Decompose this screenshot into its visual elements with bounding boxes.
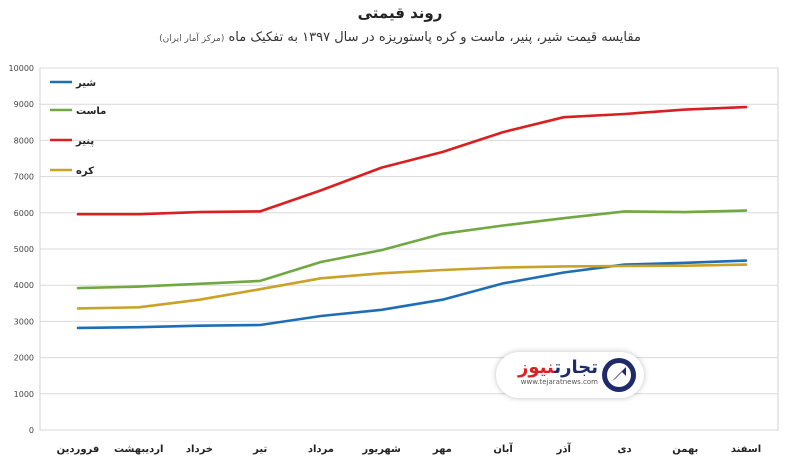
watermark-url: www.tejaratnews.com — [520, 378, 598, 386]
legend: شیر ماست پنیر کره — [50, 78, 106, 177]
series-line-2 — [76, 105, 748, 216]
legend-label: شیر — [75, 78, 96, 89]
x-tick-label: مرداد — [308, 444, 334, 455]
x-tick-label: اردیبهشت — [114, 444, 164, 455]
x-tick-label: شهریور — [361, 444, 401, 455]
chart-subtitle: مقایسه قیمت شیر، پنیر، ماست و کره پاستور… — [0, 30, 800, 45]
legend-label: ماست — [76, 106, 106, 117]
chart-title: روند قیمتی — [357, 4, 443, 22]
y-tick-label: 10000 — [9, 64, 34, 73]
y-tick-label: 5000 — [14, 245, 34, 254]
y-tick-label: 9000 — [14, 100, 34, 109]
series-line-1 — [76, 209, 748, 290]
y-tick-label: 7000 — [14, 173, 34, 182]
x-tick-label: تیر — [252, 444, 267, 455]
subtitle-text: مقایسه قیمت شیر، پنیر، ماست و کره پاستور… — [228, 30, 641, 45]
y-tick-label: 0 — [29, 426, 34, 435]
watermark-name: تجارتنیوز — [504, 358, 598, 378]
x-tick-label: آبان — [493, 442, 513, 455]
x-tick-label: خرداد — [186, 444, 213, 455]
subtitle-source-note: (مرکز آمار ایران) — [159, 34, 225, 44]
y-tick-label: 4000 — [14, 281, 34, 290]
legend-label: پنیر — [75, 136, 94, 147]
x-tick-label: آذر — [556, 442, 572, 455]
tejaratnews-logo-icon — [602, 358, 636, 392]
tejaratnews-watermark: تجارتنیوز www.tejaratnews.com — [496, 352, 644, 398]
x-tick-label: بهمن — [672, 444, 698, 455]
watermark-name-part2: نیوز — [518, 357, 555, 378]
x-tick-label: دی — [617, 444, 631, 455]
y-tick-label: 3000 — [14, 317, 34, 326]
series-line-0 — [76, 259, 748, 330]
y-tick-label: 2000 — [14, 354, 34, 363]
x-tick-label: اسفند — [731, 444, 761, 455]
y-tick-label: 8000 — [14, 136, 34, 145]
legend-label: کره — [76, 166, 94, 177]
series-lines — [76, 105, 748, 330]
y-tick-label: 1000 — [14, 390, 34, 399]
y-tick-label: 6000 — [14, 209, 34, 218]
grid-lines — [39, 67, 779, 431]
y-axis-ticks: 0 1000 2000 3000 4000 5000 6000 7000 8000 9000 100… — [9, 64, 34, 435]
watermark-name-part1: تجارت — [554, 357, 598, 378]
watermark-text: تجارتنیوز www.tejaratnews.com — [504, 358, 598, 387]
x-axis-ticks: فروردین اردیبهشت خرداد تیر مرداد شهریور مهر آبا… — [57, 442, 761, 455]
x-tick-label: فروردین — [57, 444, 100, 455]
series-line-3 — [76, 263, 748, 310]
x-tick-label: مهر — [432, 444, 452, 455]
